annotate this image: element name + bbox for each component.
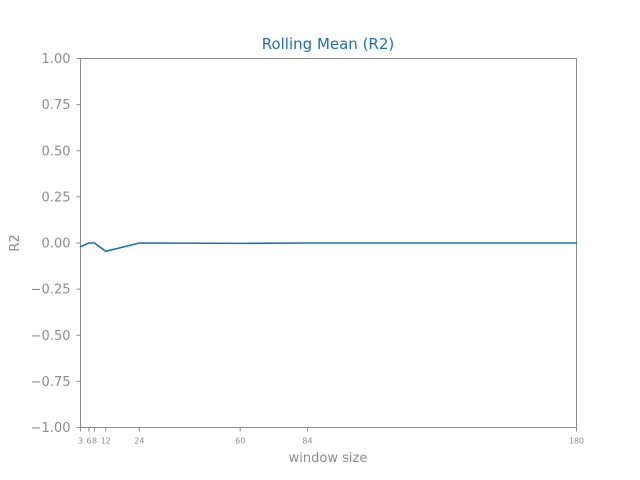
- x-axis-label: window size: [289, 451, 368, 466]
- series-group: [79, 242, 578, 253]
- y-tick-label: 0.25: [42, 190, 71, 205]
- chart-title: Rolling Mean (R2): [262, 35, 395, 53]
- x-tick-label: 60: [235, 437, 245, 446]
- y-tick-label: 0.00: [42, 237, 71, 252]
- x-tick-label: 8: [92, 437, 97, 446]
- x-axis: 3 6 8 12 24 60 84 180: [78, 427, 584, 446]
- y-axis: 1.00 0.75 0.50 0.25 0.00 −0.25 −0.50 −0.75 −1.00: [31, 52, 81, 436]
- y-axis-label: R2: [8, 234, 23, 251]
- series-line-0: [79, 242, 578, 253]
- x-tick-label: 3: [78, 437, 83, 446]
- x-tick-label: 6: [86, 437, 91, 446]
- x-tick-label: 180: [569, 437, 584, 446]
- y-tick-label: −0.25: [31, 283, 71, 298]
- x-tick-label: 12: [101, 437, 111, 446]
- y-tick-label: −0.50: [31, 329, 71, 344]
- x-tick-label: 84: [302, 437, 312, 446]
- y-tick-label: 1.00: [42, 52, 71, 67]
- y-tick-label: 0.75: [42, 98, 71, 113]
- y-tick-label: −1.00: [31, 421, 71, 436]
- x-tick-label: 24: [134, 437, 144, 446]
- y-tick-label: 0.50: [42, 144, 71, 159]
- y-tick-label: −0.75: [31, 375, 71, 390]
